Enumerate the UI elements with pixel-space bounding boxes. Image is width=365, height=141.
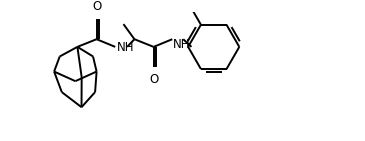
Text: O: O: [92, 0, 101, 13]
Text: NH: NH: [117, 41, 135, 54]
Text: NH: NH: [173, 38, 191, 51]
Text: O: O: [149, 73, 158, 86]
